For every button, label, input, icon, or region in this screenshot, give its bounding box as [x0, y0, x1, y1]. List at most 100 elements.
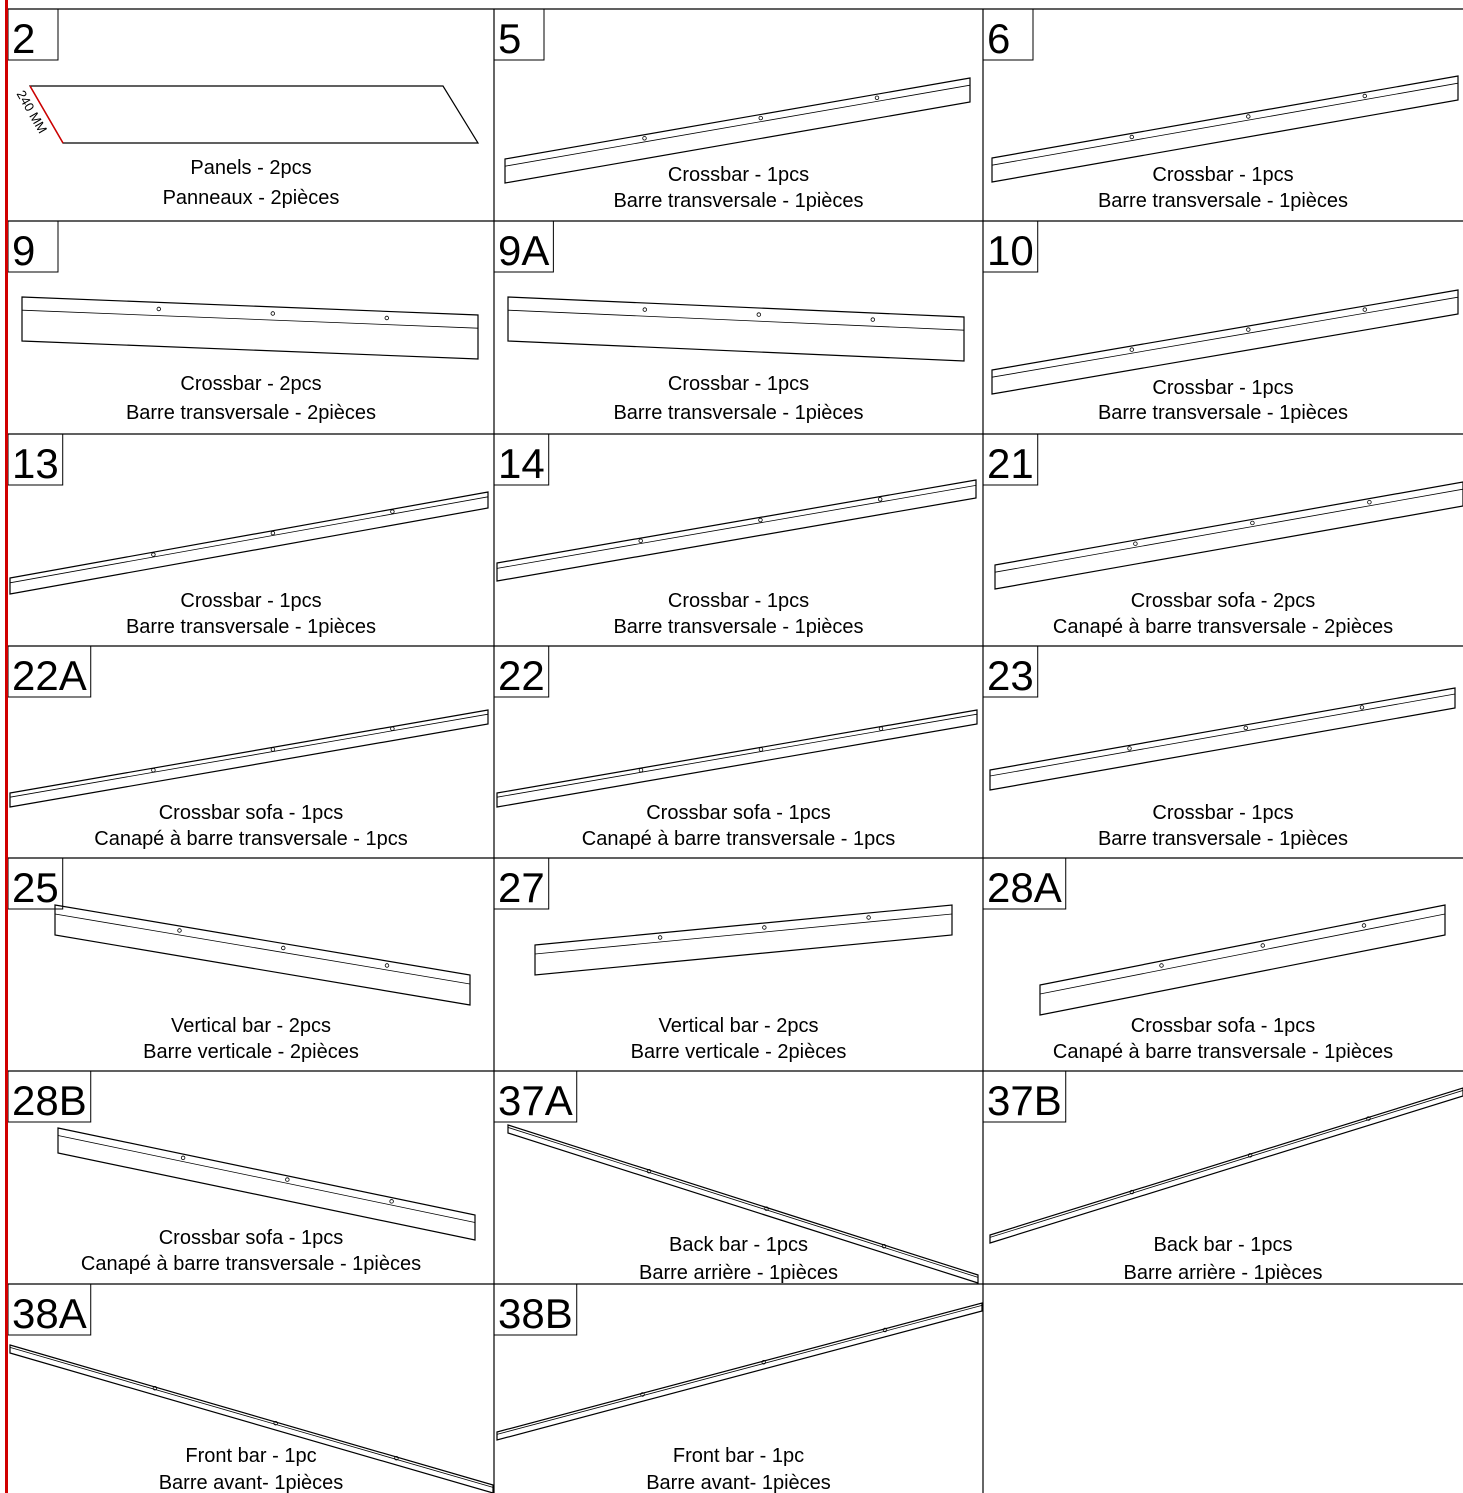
- part-label: Crossbar - 1pcs: [1152, 802, 1293, 824]
- part-drawing: [534, 904, 953, 976]
- part-cell: 37A Back bar - 1pcs Barre arrière - 1pièce…: [493, 1070, 979, 1284]
- part-hole: [761, 1360, 766, 1365]
- part-label: Front bar - 1pc: [673, 1445, 804, 1467]
- part-hole: [758, 517, 763, 523]
- part-cell: 13 Crossbar - 1pcs Barre transversale - 1p…: [7, 433, 489, 638]
- part-hole: [1362, 93, 1367, 99]
- part-label: Vertical bar - 2pcs: [171, 1015, 331, 1037]
- part-label: Canapé à barre transversale - 1pièces: [81, 1253, 421, 1275]
- part-edge: [989, 693, 1456, 777]
- part-hole: [758, 115, 763, 121]
- part-drawing: [496, 709, 978, 808]
- part-cell: 37B Back bar - 1pcs Barre arrière - 1pièce…: [982, 1070, 1463, 1284]
- part-edge: [534, 913, 953, 955]
- part-hole: [151, 552, 156, 557]
- part-hole: [1367, 499, 1372, 505]
- part-number: 10: [987, 227, 1034, 274]
- part-edge: [991, 296, 1459, 378]
- part-label: Barre arrière - 1pièces: [1124, 1262, 1323, 1284]
- part-edge: [496, 485, 977, 569]
- part-hole: [882, 1327, 888, 1333]
- part-hole: [1129, 1189, 1135, 1195]
- part-hole: [389, 1199, 394, 1204]
- part-label: Crossbar - 1pcs: [668, 590, 809, 612]
- part-edge: [496, 1305, 983, 1435]
- part-edge: [21, 309, 479, 329]
- part-label: Barre transversale - 1pièces: [613, 190, 863, 212]
- part-number: 9: [12, 227, 35, 274]
- part-number: 5: [498, 15, 521, 62]
- part-cell: 10 Crossbar - 1pcs Barre transversale - 1p…: [982, 220, 1459, 424]
- part-drawing: [9, 491, 489, 595]
- part-cell: 21 Crossbar sofa - 2pcs Canapé à barre tra…: [982, 433, 1463, 638]
- part-drawing: [57, 1127, 476, 1241]
- part-label: Barre avant- 1pièces: [159, 1472, 344, 1493]
- part-label: Panneaux - 2pièces: [163, 187, 340, 209]
- part-edge: [991, 82, 1459, 166]
- part-label: Barre transversale - 1pièces: [1098, 828, 1348, 850]
- part-hole: [762, 925, 767, 930]
- part-hole: [866, 915, 871, 920]
- part-hole: [270, 311, 275, 316]
- part-hole: [642, 307, 647, 312]
- part-hole: [390, 726, 395, 731]
- part-number: 14: [498, 440, 545, 487]
- part-hole: [384, 315, 389, 321]
- part-edge: [504, 84, 971, 167]
- part-hole: [1247, 1153, 1253, 1158]
- red-margin: [5, 0, 8, 1493]
- part-drawing: [9, 709, 489, 808]
- part-label: Back bar - 1pcs: [1154, 1234, 1293, 1256]
- part-cell: 22A Crossbar sofa - 1pcs Canapé à barre tr…: [7, 645, 489, 850]
- part-hole: [384, 963, 390, 968]
- part-label: Barre transversale - 1pièces: [613, 616, 863, 638]
- part-hole: [1359, 705, 1365, 710]
- part-hole: [270, 530, 276, 536]
- part-label: Barre avant- 1pièces: [646, 1472, 831, 1493]
- part-label: Canapé à barre transversale - 1pcs: [582, 828, 896, 850]
- part-hole: [270, 747, 276, 752]
- part-edge: [1039, 913, 1446, 995]
- part-edge: [54, 913, 471, 985]
- part-hole: [638, 538, 643, 543]
- part-label: Barre transversale - 1pièces: [613, 402, 863, 424]
- part-hole: [1366, 1116, 1371, 1121]
- part-hole: [1246, 327, 1251, 332]
- part-label: Front bar - 1pc: [185, 1445, 316, 1467]
- part-hole: [1361, 923, 1367, 928]
- part-number: 28A: [987, 864, 1062, 911]
- part-hole: [878, 726, 884, 731]
- part-label: Crossbar sofa - 1pcs: [159, 1227, 344, 1249]
- part-label: Crossbar sofa - 2pcs: [1131, 590, 1316, 612]
- part-edge: [9, 496, 489, 584]
- part-edge: [496, 713, 978, 798]
- part-label: Barre arrière - 1pièces: [639, 1262, 838, 1284]
- part-hole: [881, 1243, 887, 1249]
- part-label: Barre transversale - 1pièces: [1098, 402, 1348, 424]
- part-drawing: [994, 481, 1463, 590]
- part-number: 22: [498, 652, 545, 699]
- part-cell: 5 Crossbar - 1pcs Barre transversale - 1pi…: [493, 8, 971, 212]
- part-label: Canapé à barre transversale - 1pièces: [1053, 1041, 1393, 1063]
- part-label: Barre verticale - 2pièces: [143, 1041, 359, 1063]
- part-label: Crossbar - 1pcs: [668, 373, 809, 395]
- part-number: 27: [498, 864, 545, 911]
- part-label: Vertical bar - 2pcs: [658, 1015, 818, 1037]
- part-drawing: [21, 296, 479, 360]
- part-number: 37B: [987, 1077, 1062, 1124]
- part-hole: [152, 1385, 158, 1391]
- part-hole: [1243, 725, 1248, 731]
- part-hole: [151, 767, 156, 773]
- part-edge: [507, 309, 965, 331]
- part-number: 28B: [12, 1077, 87, 1124]
- part-number: 22A: [12, 652, 87, 699]
- part-hole: [180, 1155, 186, 1161]
- part-number: 6: [987, 15, 1010, 62]
- dimension-line: [29, 85, 64, 144]
- part-hole: [285, 1177, 290, 1182]
- part-hole: [1159, 963, 1164, 968]
- part-hole: [1250, 520, 1255, 526]
- part-drawing: [504, 77, 971, 184]
- part-number: 23: [987, 652, 1034, 699]
- part-hole: [764, 1206, 769, 1211]
